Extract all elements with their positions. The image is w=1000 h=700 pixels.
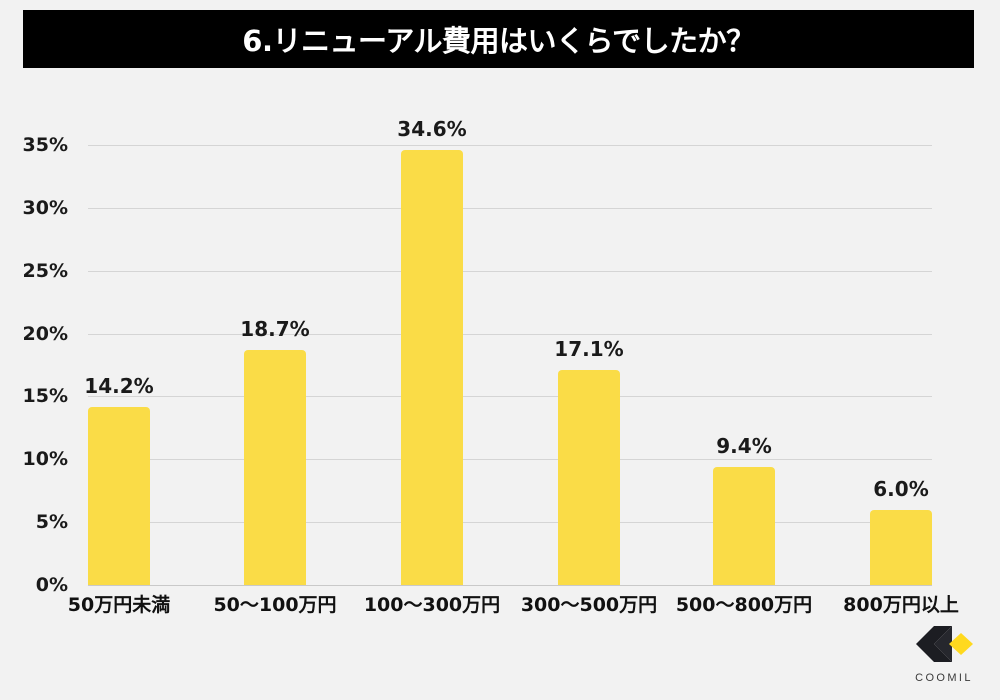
gridline-25% (88, 270, 932, 272)
x-axis-category-label: 300〜500万円 (520, 594, 658, 616)
gridline-15% (88, 396, 932, 398)
bar-value-label: 34.6% (397, 117, 467, 142)
bar-slot: 9.4% (713, 145, 775, 585)
gridline-0% (88, 585, 932, 586)
bar-slot: 17.1% (554, 145, 624, 585)
x-axis-category-label: 800万円以上 (843, 594, 959, 616)
bar[interactable] (870, 509, 932, 585)
bar-value-label: 9.4% (716, 433, 772, 458)
x-axis-category-label: 50万円未満 (67, 594, 171, 616)
bar-series: 14.2% 18.7% 34.6% 17.1% 9.4% 6.0% (84, 117, 932, 585)
title-banner: 6.リニューアル費用はいくらでしたか？ (23, 10, 974, 68)
gridline-10% (88, 459, 932, 461)
y-axis-tick-label: 25% (22, 259, 68, 282)
logo-wordmark: COOMIL (915, 672, 973, 684)
y-axis-tick-label: 10% (22, 448, 68, 471)
y-axis-tick-label: 35% (22, 134, 68, 156)
page-title: 6.リニューアル費用はいくらでしたか？ (242, 24, 755, 58)
brand-logo: COOMIL (906, 626, 982, 684)
coomil-logo-mark (916, 626, 973, 662)
bar[interactable] (401, 150, 463, 585)
gridline-30% (88, 207, 932, 209)
y-axis-tick-label: 20% (22, 322, 68, 345)
gridline-5% (88, 522, 932, 524)
bar[interactable] (88, 406, 150, 585)
x-axis-category-label: 50〜100万円 (213, 594, 337, 616)
bar-chart: 0% 5% 10% 15% 20% 25% 30% 35% 14.2% 18.7% 34.6% 17… (0, 68, 1000, 628)
plot-area (88, 145, 932, 586)
bar-slot: 18.7% (240, 145, 310, 585)
y-axis-labels: 0% 5% 10% 15% 20% 25% 30% 35% (0, 134, 80, 596)
y-axis-tick-label: 15% (22, 385, 68, 408)
gridline-20% (88, 333, 932, 335)
gridline-35% (88, 145, 932, 146)
y-axis-tick-label: 5% (35, 511, 68, 534)
bar-value-label: 18.7% (240, 316, 310, 341)
bar-slot: 34.6% (397, 117, 467, 585)
bar-value-label: 14.2% (84, 373, 154, 398)
y-axis-tick-label: 0% (35, 574, 68, 596)
bar[interactable] (713, 466, 775, 585)
bar-slot: 14.2% (84, 145, 154, 585)
x-axis-category-label: 100〜300万円 (363, 594, 501, 616)
bar[interactable] (244, 349, 306, 585)
bar-value-label: 17.1% (554, 337, 624, 362)
bar-value-label: 6.0% (873, 476, 929, 501)
bar[interactable] (558, 370, 620, 585)
y-axis-tick-label: 30% (22, 196, 68, 219)
x-axis-category-label: 500〜800万円 (675, 594, 813, 616)
bar-slot: 6.0% (870, 145, 932, 585)
x-axis-labels: 50万円未満 50〜100万円 100〜300万円 300〜500万円 500〜800万… (0, 590, 1000, 630)
